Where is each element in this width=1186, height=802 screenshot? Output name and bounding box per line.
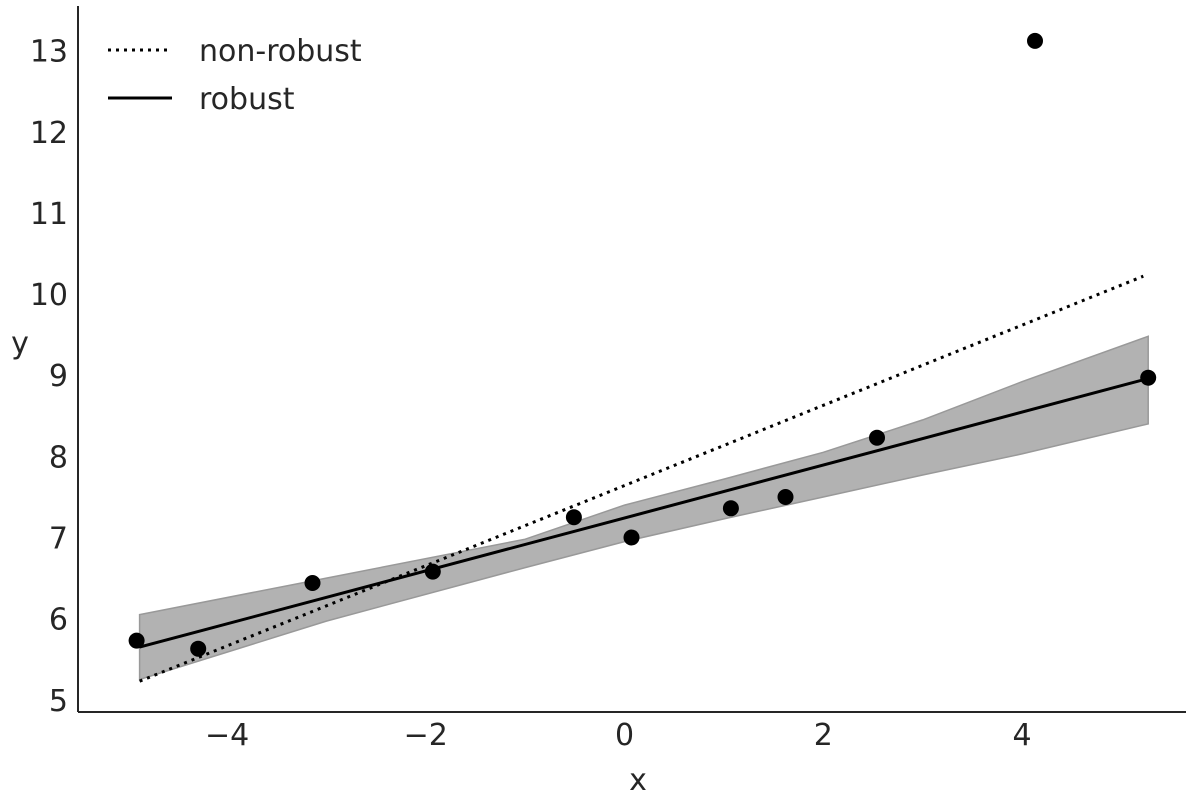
robust-line bbox=[139, 377, 1149, 649]
x-tick-label: 2 bbox=[814, 718, 833, 753]
x-tick-label: 4 bbox=[1012, 718, 1031, 753]
non-robust-line bbox=[139, 274, 1144, 683]
data-points-layer bbox=[128, 32, 1157, 657]
y-tick-label: 8 bbox=[49, 440, 68, 475]
y-tick-labels: 5 6 7 8 9 10 11 12 13 bbox=[30, 35, 68, 719]
x-axis-title: x bbox=[629, 763, 647, 798]
y-tick-label: 6 bbox=[49, 603, 68, 638]
y-tick-label: 5 bbox=[49, 684, 68, 719]
x-tick-label: 0 bbox=[615, 718, 634, 753]
y-tick-label: 9 bbox=[49, 359, 68, 394]
data-point bbox=[190, 640, 207, 657]
data-point bbox=[777, 489, 794, 505]
x-tick-labels: −4 −2 0 2 4 bbox=[205, 718, 1032, 753]
uncertainty-band-layer bbox=[138, 335, 1149, 681]
data-point bbox=[623, 529, 640, 546]
y-tick-label: 12 bbox=[30, 116, 68, 151]
x-tick-label: −4 bbox=[205, 718, 249, 753]
data-point bbox=[424, 563, 441, 580]
data-point bbox=[1140, 369, 1157, 386]
data-point bbox=[565, 509, 582, 526]
y-tick-label: 13 bbox=[30, 35, 68, 70]
legend-label-robust: robust bbox=[199, 82, 295, 117]
y-tick-label: 10 bbox=[30, 278, 68, 313]
y-tick-label: 7 bbox=[49, 522, 68, 557]
legend: non-robust robust bbox=[108, 34, 362, 117]
data-point bbox=[1027, 32, 1043, 49]
y-axis-title: y bbox=[11, 326, 29, 361]
data-point bbox=[722, 500, 739, 517]
regression-lines-layer bbox=[139, 274, 1149, 683]
x-tick-label: −2 bbox=[404, 718, 448, 753]
y-tick-label: 11 bbox=[30, 197, 68, 232]
legend-label-non-robust: non-robust bbox=[199, 34, 362, 69]
data-point bbox=[304, 575, 321, 591]
data-point bbox=[869, 429, 885, 446]
uncertainty-band bbox=[138, 335, 1149, 681]
data-point bbox=[128, 632, 145, 649]
